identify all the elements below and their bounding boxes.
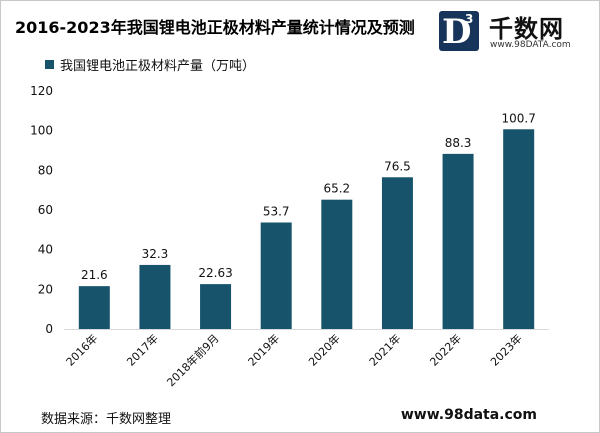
bar-value-label: 32.3	[142, 247, 169, 261]
data-source: 数据来源：千数网整理	[41, 412, 172, 427]
x-tick-label: 2022年	[427, 331, 464, 368]
bar-value-label: 88.3	[445, 136, 472, 150]
bar-value-label: 53.7	[263, 204, 290, 218]
x-tick-label: 2020年	[305, 331, 342, 368]
logo-url: www.98DATA.com	[490, 40, 571, 50]
bar	[200, 284, 232, 329]
chart-legend: 我国锂电池正极材料产量（万吨）	[45, 56, 256, 74]
x-tick-label: 2017年	[124, 331, 161, 368]
bar-value-label: 21.6	[81, 268, 108, 282]
x-tick-label: 2018年前9月	[164, 331, 222, 389]
bar	[321, 199, 353, 329]
bar	[78, 286, 110, 329]
y-tick-label: 60	[38, 203, 53, 217]
bar	[260, 222, 292, 329]
bar-value-label: 65.2	[323, 182, 350, 196]
brand-logo: D 3 千数网 www.98DATA.com	[439, 9, 589, 55]
x-tick-label: 2021年	[366, 331, 403, 368]
y-tick-label: 100	[30, 124, 53, 138]
chart-title: 2016-2023年我国锂电池正极材料产量统计情况及预测	[15, 18, 415, 37]
logo-badge-icon: D 3	[439, 11, 479, 52]
bar-value-label: 100.7	[502, 111, 536, 125]
y-tick-label: 80	[38, 163, 53, 177]
legend-swatch	[45, 59, 54, 69]
y-tick-label: 0	[45, 322, 53, 336]
bar-value-label: 22.63	[198, 266, 232, 280]
bar	[381, 177, 413, 329]
x-tick-label: 2019年	[245, 331, 282, 368]
y-tick-label: 40	[38, 243, 53, 257]
y-tick-label: 120	[30, 84, 53, 98]
y-tick-label: 20	[38, 282, 53, 296]
logo-badge-letter: D	[442, 12, 472, 52]
logo-name: 千数网	[489, 15, 564, 43]
bar	[442, 153, 474, 329]
bar	[503, 129, 535, 329]
legend-label: 我国锂电池正极材料产量（万吨）	[60, 58, 256, 74]
bar-value-label: 76.5	[384, 159, 411, 173]
logo-badge-superscript: 3	[465, 12, 474, 26]
x-tick-label: 2016年	[63, 331, 100, 368]
site-url: www.98data.com	[400, 407, 537, 423]
x-tick-label: 2023年	[487, 331, 524, 368]
bar	[139, 264, 171, 329]
